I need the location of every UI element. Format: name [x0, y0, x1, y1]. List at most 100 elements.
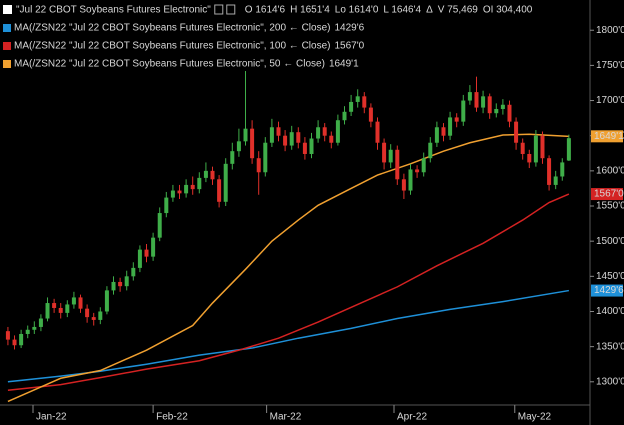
candle-body	[441, 127, 446, 136]
candle-body	[19, 333, 24, 346]
candle-body	[104, 290, 109, 312]
candle-body	[256, 158, 261, 173]
candle-body	[184, 184, 189, 194]
y-tick-label: 1350'0	[596, 341, 624, 352]
x-tick-label: Mar-22	[270, 412, 302, 423]
legend: "Jul 22 CBOT Soybeans Futures Electronic…	[3, 4, 533, 70]
candle-body	[78, 297, 83, 309]
candle-body	[388, 149, 393, 163]
candle-body	[494, 108, 499, 114]
y-tick-label: 1450'0	[596, 271, 624, 282]
icon	[226, 4, 236, 15]
candle-body	[230, 151, 235, 164]
y-tick-label: 1400'0	[596, 306, 624, 317]
candle-body	[263, 142, 268, 173]
candle-body	[434, 127, 439, 143]
price-tag-label: 1649'1	[594, 131, 624, 142]
legend-swatch	[3, 24, 11, 32]
candle-body	[415, 169, 420, 173]
candle-body	[481, 96, 486, 108]
candle-body	[362, 96, 367, 108]
legend-label: MA(/ZSN22 "Jul 22 CBOT Soybeans Futures …	[14, 59, 325, 70]
candle-body	[467, 92, 472, 101]
y-tick-label: 1800'0	[596, 25, 624, 36]
legend-value: 1567'0	[334, 41, 364, 52]
candle-body	[375, 121, 380, 143]
candle-body	[190, 184, 195, 190]
ma-line	[7, 133, 569, 403]
candle-body	[335, 120, 340, 143]
candle-body	[289, 132, 294, 146]
candle-body	[527, 153, 532, 163]
candle-body	[32, 326, 37, 330]
candle-body	[533, 135, 538, 163]
candle-body	[296, 132, 301, 143]
candle-body	[514, 121, 519, 143]
candle-body	[355, 96, 360, 102]
candle-body	[38, 318, 43, 327]
candle-body	[236, 141, 241, 152]
candle-body	[250, 128, 255, 159]
candle-body	[25, 329, 30, 334]
quote-item: Δ	[426, 5, 433, 16]
candle-body	[487, 96, 492, 114]
candle-body	[197, 177, 202, 190]
candle-body	[302, 142, 307, 154]
quote-item: OI 304,400	[483, 5, 533, 16]
candle-body	[408, 169, 413, 191]
candle-body	[349, 101, 354, 112]
price-tag	[591, 130, 623, 143]
legend-swatch	[3, 60, 11, 68]
y-tick-label: 1700'0	[596, 95, 624, 106]
candle-body	[243, 128, 248, 142]
candle-body	[58, 307, 63, 313]
candle-body	[65, 304, 70, 313]
candle-body	[454, 117, 459, 122]
price-tag	[591, 188, 623, 201]
price-tag	[591, 284, 623, 297]
candle-body	[45, 303, 50, 319]
candle-body	[428, 142, 433, 159]
candle-body	[322, 127, 327, 136]
candle-body	[12, 339, 17, 346]
symbol-checkbox[interactable]	[3, 5, 12, 14]
candle-body	[170, 190, 175, 198]
candle-body	[151, 237, 156, 257]
candle-body	[111, 281, 116, 291]
plot-area	[5, 71, 571, 403]
candle-body	[210, 170, 215, 180]
candle-body	[395, 149, 400, 180]
candle-body	[401, 179, 406, 191]
candle-body	[560, 162, 565, 177]
candle-body	[52, 303, 57, 308]
candle-body	[217, 179, 222, 202]
candle-body	[448, 117, 453, 136]
candle-body	[157, 213, 162, 238]
icon	[214, 4, 224, 15]
ma-line	[7, 193, 570, 391]
quote-item: L 1646'4	[383, 5, 421, 16]
candle-body	[421, 158, 426, 173]
quote-item: O 1614'6	[245, 5, 286, 16]
candle-body	[5, 331, 10, 340]
candle-body	[283, 135, 288, 146]
candle-body	[137, 249, 142, 268]
candle-body	[118, 281, 123, 287]
candle-body	[164, 197, 169, 214]
legend-value: 1649'1	[329, 59, 359, 70]
candle-body	[276, 127, 281, 136]
x-tick-label: Apr-22	[397, 412, 427, 423]
candle-body	[71, 297, 76, 305]
candle-body	[223, 163, 228, 202]
x-tick-label: Feb-22	[156, 412, 188, 423]
legend-label: MA(/ZSN22 "Jul 22 CBOT Soybeans Futures …	[14, 23, 330, 34]
y-tick-label: 1550'0	[596, 201, 624, 212]
candle-body	[177, 190, 182, 194]
y-tick-label: 1300'0	[596, 376, 624, 387]
candle-body	[368, 107, 373, 122]
quote-item: V 75,469	[438, 5, 478, 16]
candle-body	[553, 176, 558, 185]
candle-body	[91, 317, 96, 320]
